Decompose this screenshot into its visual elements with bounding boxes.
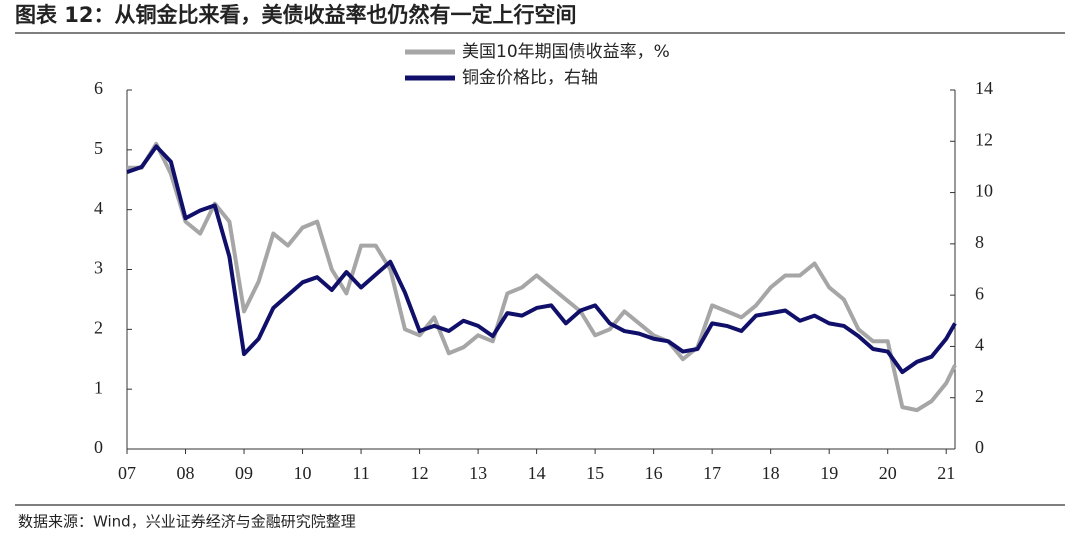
y2-tick-label: 6 xyxy=(975,283,984,303)
y-tick-label: 3 xyxy=(94,258,103,278)
x-tick-label: 17 xyxy=(703,463,721,483)
y-tick-label: 4 xyxy=(94,198,103,218)
y-tick-label: 6 xyxy=(94,78,103,98)
x-tick-label: 11 xyxy=(352,463,369,483)
x-tick-label: 09 xyxy=(235,463,253,483)
x-tick-label: 13 xyxy=(469,463,487,483)
y2-tick-label: 14 xyxy=(975,78,993,98)
x-tick-label: 21 xyxy=(937,463,955,483)
y2-tick-label: 10 xyxy=(975,181,993,201)
line-series xyxy=(127,141,957,413)
legend-label: 铜金价格比，右轴 xyxy=(462,68,598,88)
x-tick-label: 07 xyxy=(118,463,136,483)
y2-tick-label: 4 xyxy=(975,335,984,355)
x-tick-label: 16 xyxy=(645,463,663,483)
y2-tick-label: 8 xyxy=(975,232,984,252)
x-tick-label: 15 xyxy=(586,463,604,483)
x-tick-label: 18 xyxy=(762,463,780,483)
y2-tick-label: 2 xyxy=(975,386,984,406)
x-tick-label: 20 xyxy=(879,463,897,483)
y2-tick-label: 0 xyxy=(975,437,984,457)
x-tick-label: 08 xyxy=(177,463,195,483)
y-tick-label: 2 xyxy=(94,317,103,337)
line-series xyxy=(126,144,957,375)
y2-tick-label: 12 xyxy=(975,129,993,149)
y-tick-label: 5 xyxy=(94,138,103,158)
x-tick-label: 14 xyxy=(528,463,546,483)
x-tick-label: 12 xyxy=(411,463,429,483)
source-note: 数据来源：Wind，兴业证券经济与金融研究院整理 xyxy=(18,513,356,531)
y-tick-label: 0 xyxy=(94,437,103,457)
legend-label: 美国10年期国债收益率，% xyxy=(462,42,670,62)
x-tick-label: 10 xyxy=(294,463,312,483)
chart-title: 图表 12：从铜金比来看，美债收益率也仍然有一定上行空间 xyxy=(15,3,577,27)
x-tick-label: 19 xyxy=(820,463,838,483)
y-tick-label: 1 xyxy=(94,377,103,397)
